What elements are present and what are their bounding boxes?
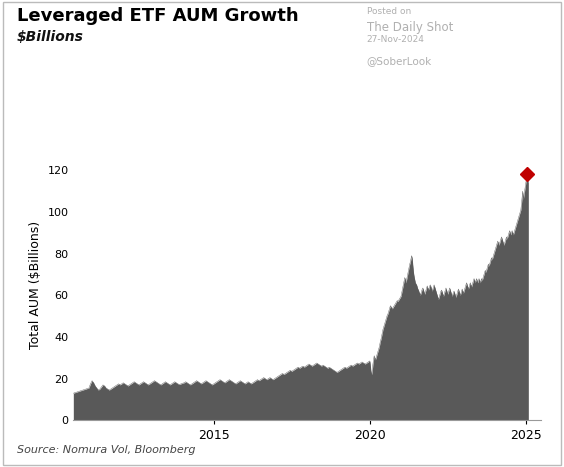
Text: Leveraged ETF AUM Growth: Leveraged ETF AUM Growth xyxy=(17,7,298,25)
Text: The Daily Shot: The Daily Shot xyxy=(367,21,453,34)
Text: Posted on: Posted on xyxy=(367,7,411,16)
Text: 27-Nov-2024: 27-Nov-2024 xyxy=(367,35,425,44)
Y-axis label: Total AUM ($Billions): Total AUM ($Billions) xyxy=(29,221,42,349)
Text: $Billions: $Billions xyxy=(17,30,84,44)
Text: @SoberLook: @SoberLook xyxy=(367,56,432,66)
Text: Source: Nomura Vol, Bloomberg: Source: Nomura Vol, Bloomberg xyxy=(17,446,195,455)
